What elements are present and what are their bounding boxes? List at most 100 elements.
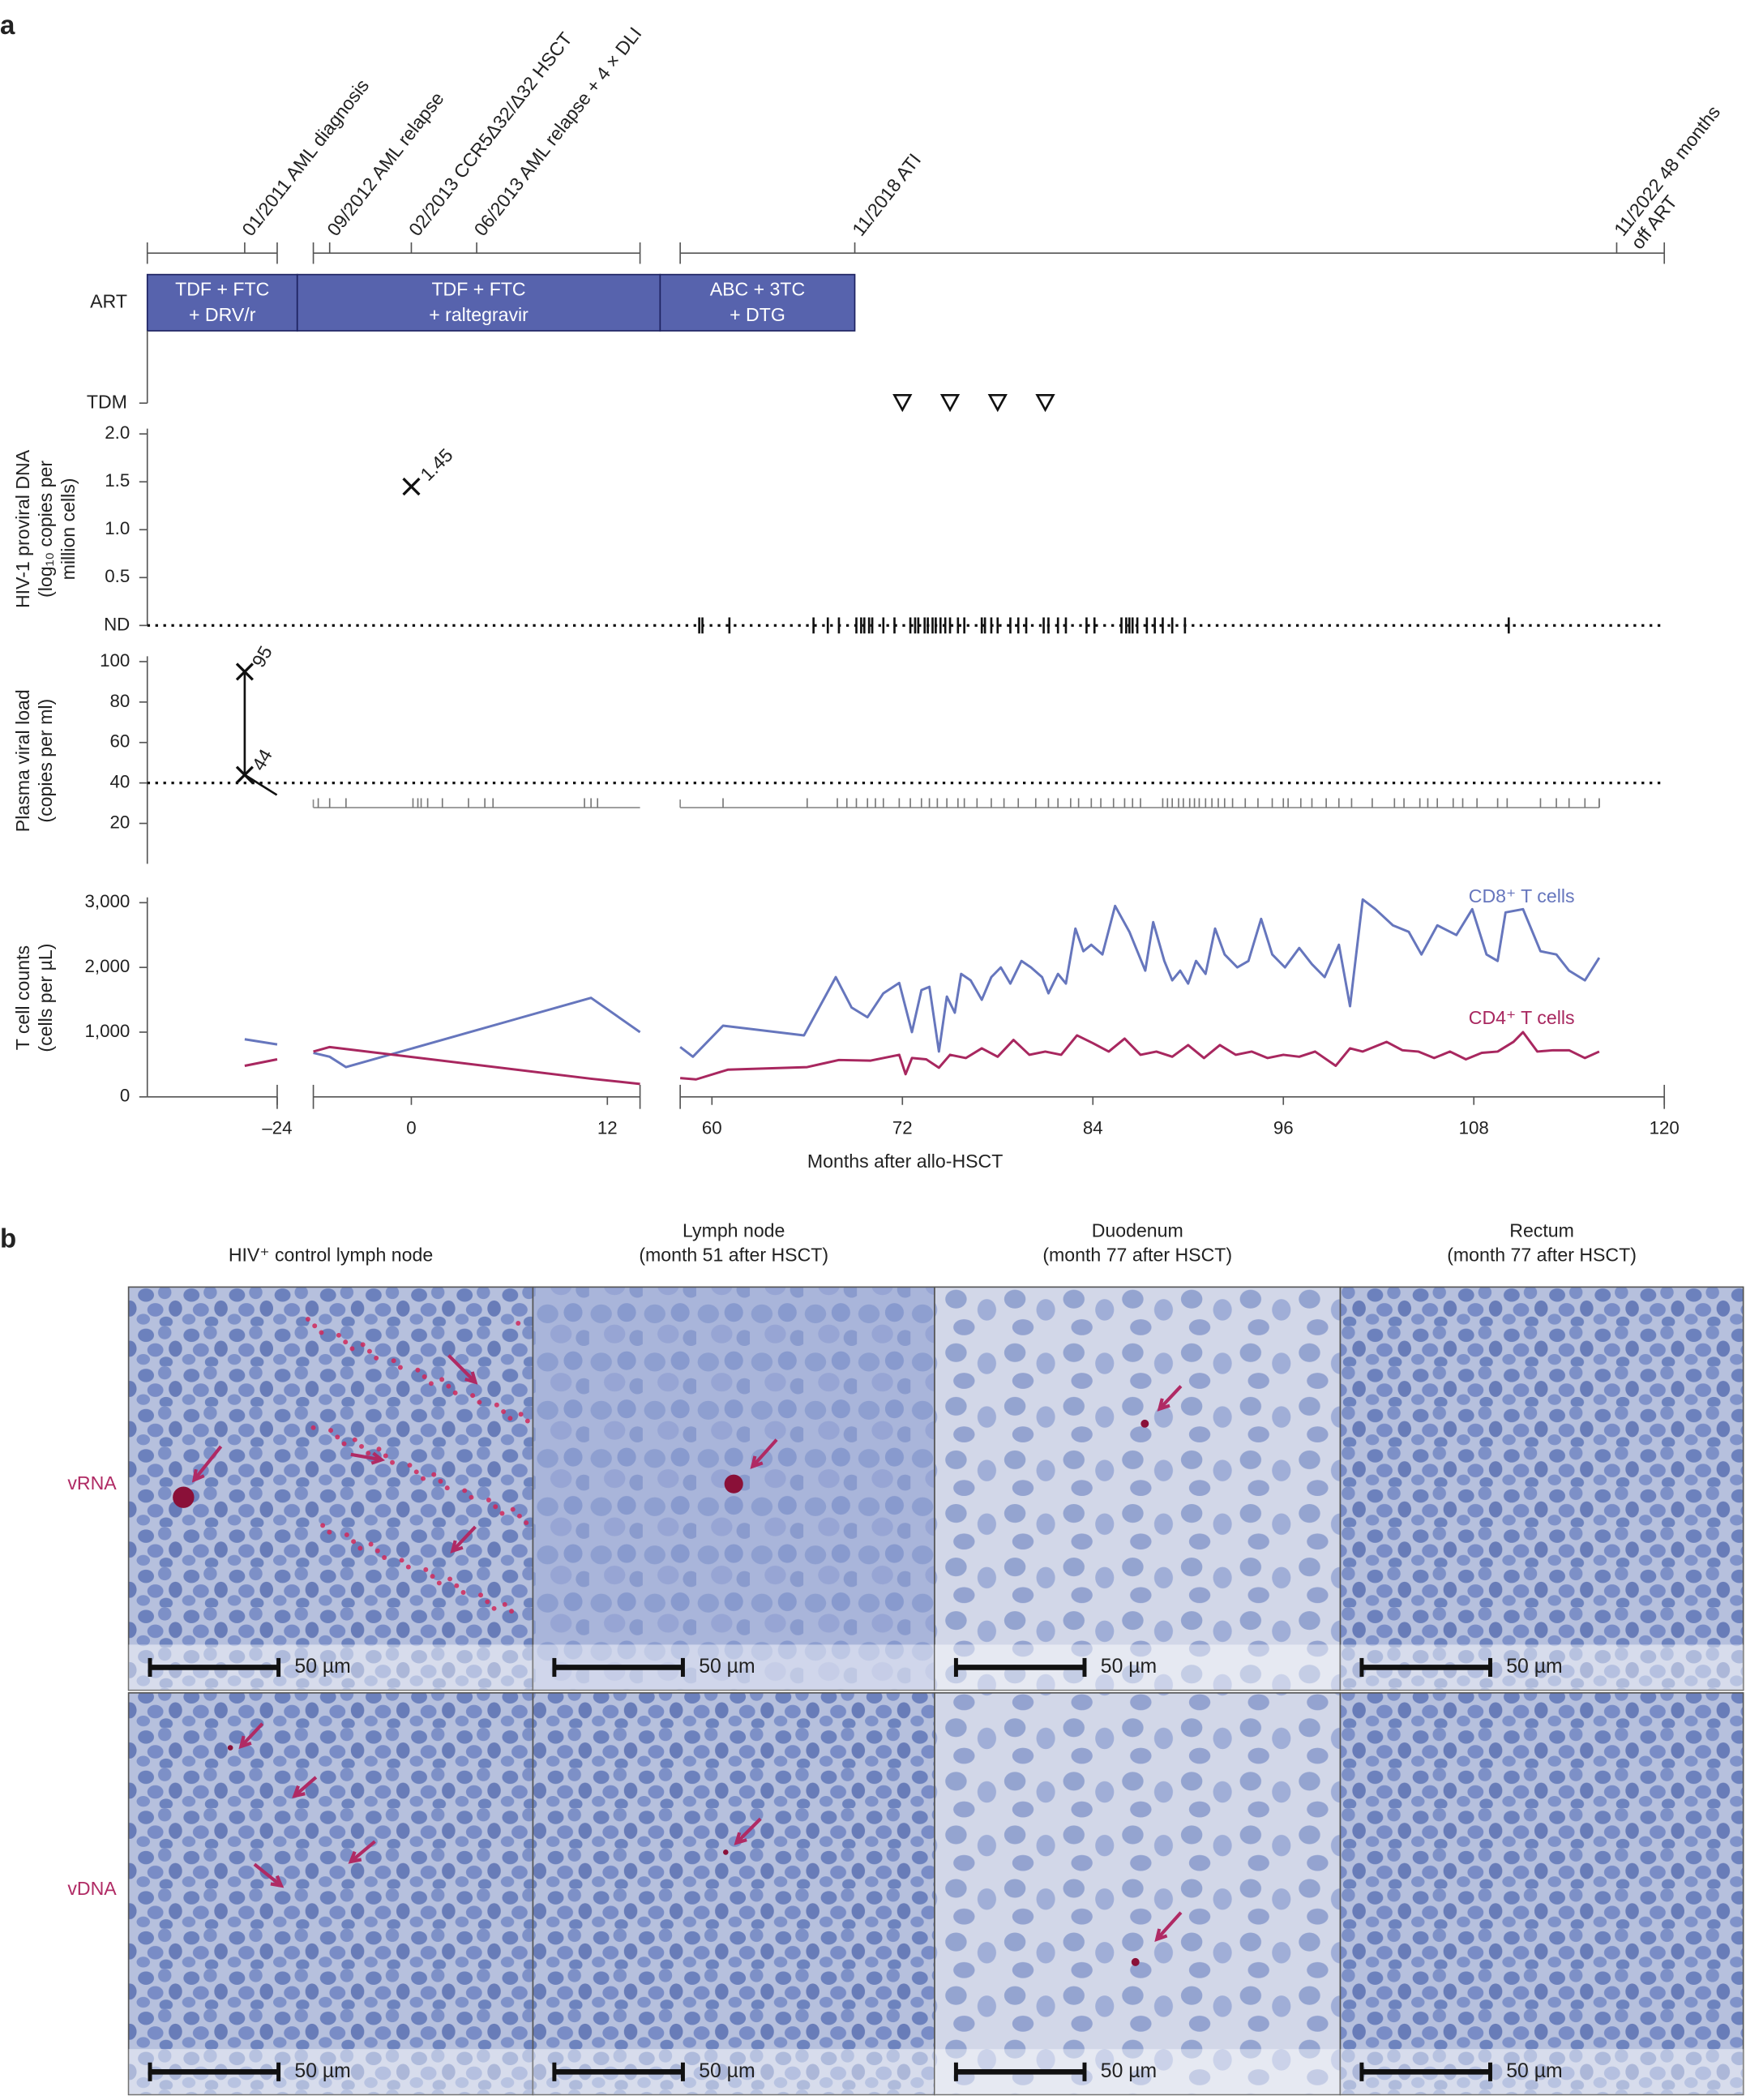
data-label: 44 — [248, 745, 276, 774]
y-axis-label: Plasma viral load (copies per ml) — [12, 689, 56, 832]
scale-bar-label: 50 µm — [1101, 2060, 1157, 2082]
pointer-arrowhead — [750, 1455, 764, 1469]
signal-spot — [173, 1486, 195, 1508]
scale-bar-label: 50 µm — [1506, 1656, 1562, 1678]
pointer-arrow — [349, 1840, 376, 1863]
row-label: vRNA — [67, 1472, 117, 1494]
series-line — [244, 1031, 1600, 1086]
y-axis-label-line: (cells per µL) — [35, 944, 56, 1052]
signal-dot — [390, 1459, 395, 1465]
signal-dot — [320, 1523, 326, 1528]
signal-dot — [428, 1381, 434, 1386]
micrograph — [127, 1692, 534, 2096]
data-label: 1.45 — [416, 444, 456, 485]
tdm-marker — [939, 393, 961, 413]
x-tick-label: –24 — [262, 1117, 292, 1138]
micrograph — [532, 1692, 935, 2096]
panel-label: a — [0, 10, 15, 40]
micrograph — [934, 1286, 1342, 1691]
signal-dot — [327, 1529, 332, 1535]
pointer-arrowhead — [1157, 1398, 1170, 1412]
legend-entry: CD8⁺ T cells — [1469, 885, 1575, 906]
scale-bar-label: 50 µm — [1506, 2060, 1562, 2082]
signal-dot — [383, 1453, 388, 1459]
signal-dot — [478, 1592, 483, 1598]
pointer-arrowhead — [270, 1875, 285, 1888]
x-tick-label: 120 — [1650, 1117, 1680, 1138]
signal-dot — [439, 1377, 445, 1382]
signal-dot — [310, 1425, 316, 1430]
data-point — [402, 478, 421, 496]
pointer-arrowhead — [464, 1371, 478, 1385]
signal-dot — [446, 1383, 451, 1389]
y-tick-label: 1.0 — [105, 518, 130, 538]
signal-dot — [405, 1564, 411, 1570]
signal-dot — [415, 1367, 421, 1373]
y-tick-label: 2.0 — [105, 422, 130, 443]
signal-dot — [524, 1418, 530, 1424]
signal-dot — [447, 1576, 453, 1582]
scale-bar-label: 50 µm — [699, 1656, 755, 1678]
y-tick-label: 0 — [120, 1086, 130, 1106]
data-point — [235, 662, 254, 681]
signal-dot — [460, 1589, 466, 1595]
column-title-line: (month 77 after HSCT) — [1447, 1244, 1637, 1265]
column-title: Duodenum (month 77 after HSCT) — [1042, 1220, 1232, 1266]
signal-dot — [516, 1320, 521, 1326]
pointer-arrow — [1155, 1911, 1183, 1941]
pointer-arrowhead — [370, 1451, 386, 1465]
signal-dot — [305, 1317, 310, 1322]
tdm-label: TDM — [87, 391, 127, 412]
art-bar — [659, 273, 856, 332]
x-tick-label: 0 — [406, 1117, 416, 1138]
series-line — [244, 898, 1601, 1069]
signal-dot — [397, 1365, 403, 1370]
row-label: vDNA — [67, 1878, 117, 1899]
legend-entry: CD4⁺ T cells — [1469, 1007, 1575, 1028]
signal-dot — [341, 1441, 347, 1446]
signal-spot — [1140, 1419, 1149, 1428]
signal-dot — [359, 1443, 364, 1449]
signal-dot — [374, 1355, 379, 1361]
y-tick-label: 1,000 — [84, 1021, 130, 1041]
signal-dot — [376, 1446, 382, 1452]
art-regimen-label-line: + DRV/r — [189, 304, 256, 325]
x-tick-label: 96 — [1273, 1117, 1294, 1138]
column-title: Lymph node (month 51 after HSCT) — [639, 1220, 828, 1266]
signal-dot — [344, 1532, 349, 1537]
pointer-arrow — [447, 1354, 477, 1384]
art-regimen-label-line: ABC + 3TC — [710, 279, 806, 300]
pointer-arrow — [751, 1438, 778, 1468]
art-regimen-label: TDF + FTC + DRV/r — [175, 279, 269, 325]
art-regimen-label: ABC + 3TC + DTG — [710, 279, 806, 325]
signal-dot — [444, 1485, 450, 1491]
signal-dot — [436, 1580, 442, 1586]
signal-dot — [374, 1548, 380, 1554]
viral-load-decline — [244, 774, 278, 796]
signal-dot — [516, 1513, 522, 1519]
signal-dot — [493, 1504, 499, 1510]
art-regimen-label: TDF + FTC + raltegravir — [429, 279, 529, 325]
art-regimen-label-line: TDF + FTC — [431, 279, 525, 300]
signal-dot — [335, 1434, 340, 1440]
micrograph — [1339, 1286, 1744, 1691]
signal-dot — [452, 1390, 458, 1395]
signal-dot — [431, 1472, 437, 1477]
x-tick-label: 84 — [1083, 1117, 1103, 1138]
pointer-arrowhead — [238, 1735, 252, 1750]
y-tick-label: 3,000 — [84, 891, 130, 911]
pointer-arrow — [253, 1862, 283, 1888]
signal-dot — [507, 1416, 513, 1421]
signal-dot — [509, 1609, 514, 1614]
pointer-arrowhead — [348, 1850, 362, 1864]
signal-dot — [510, 1506, 516, 1512]
signal-dot — [477, 1399, 482, 1405]
y-axis-label-line: (log₁₀ copies per — [35, 461, 56, 598]
column-title-line: (month 77 after HSCT) — [1042, 1244, 1232, 1265]
y-axis-label-line: T cell counts — [12, 945, 33, 1050]
pointer-arrow — [1158, 1385, 1183, 1411]
pointer-arrow — [451, 1525, 477, 1553]
y-axis-label-line: million cells) — [58, 478, 79, 581]
signal-dot — [501, 1409, 507, 1414]
y-tick-label: 1.5 — [105, 470, 130, 491]
